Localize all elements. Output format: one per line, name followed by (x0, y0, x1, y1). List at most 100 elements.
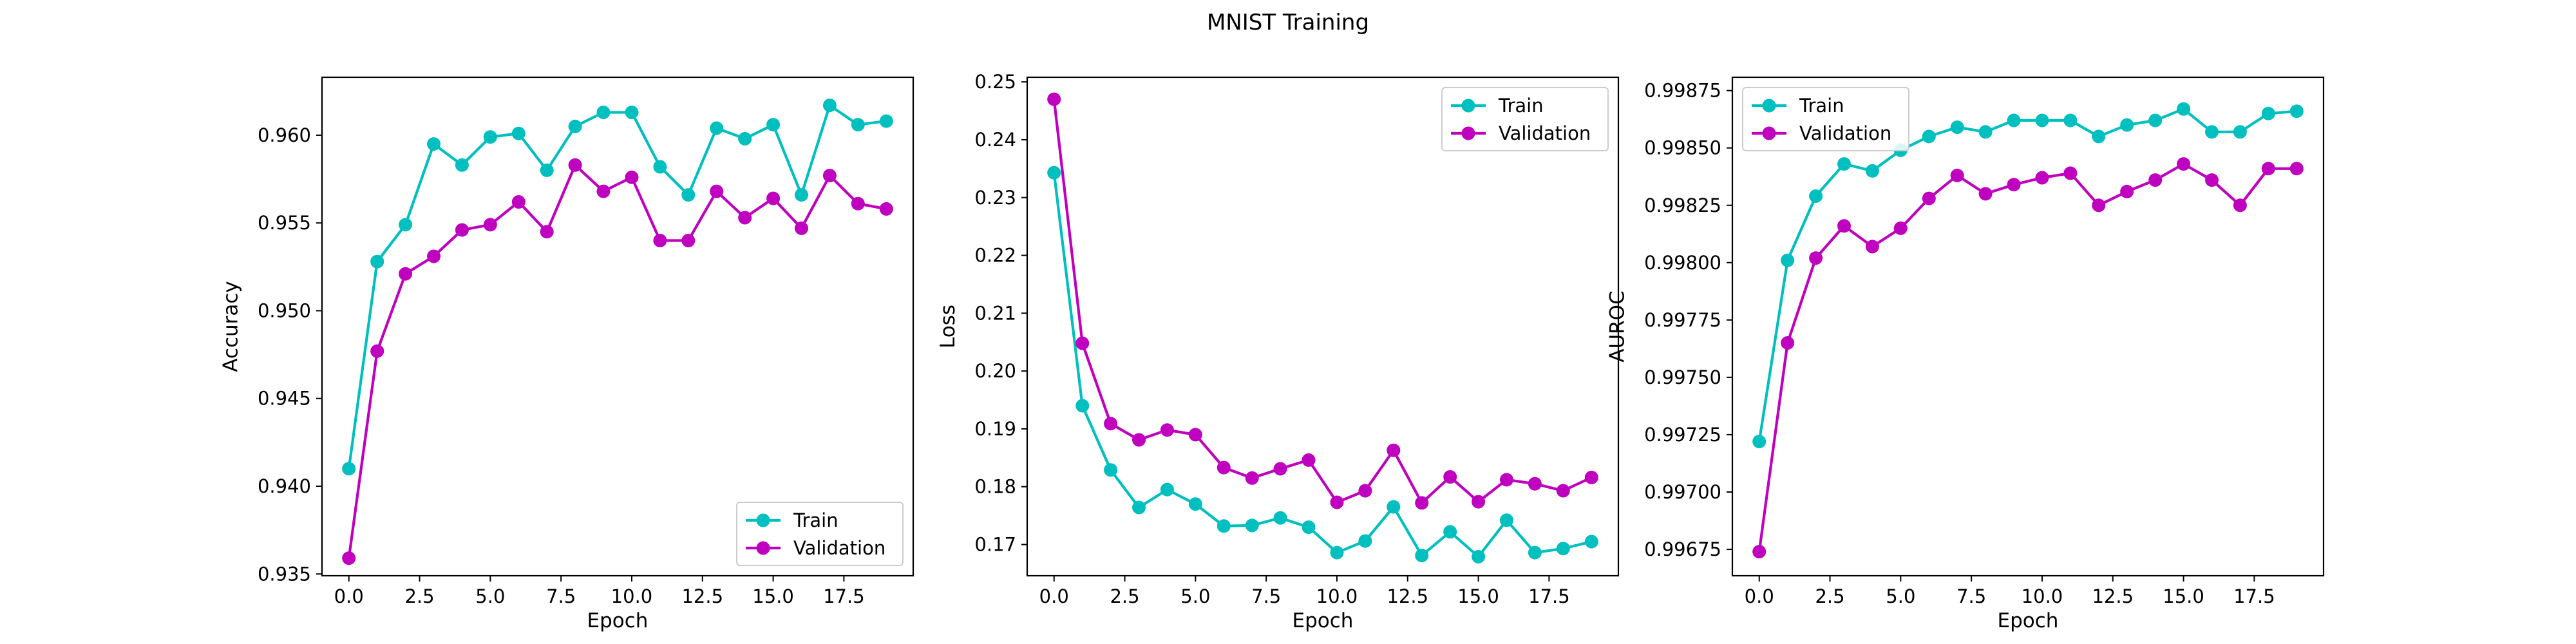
loss-panel-series-train-point (1330, 545, 1344, 560)
loss-panel-series-validation-point (1443, 470, 1457, 484)
accuracy-panel: 0.0 2.5 5.0 7.5 10.0 12.5 15.0 17.5 0.935 0.940 0.… (220, 76, 914, 632)
auroc-panel-series-train-point (2007, 113, 2021, 128)
auroc-panel-legend-item-train: Train (1752, 95, 1844, 117)
loss-panel-series-validation-point (1104, 417, 1118, 431)
loss-panel-series-train-point (1472, 549, 1486, 564)
accuracy-panel-x-axis-label: Epoch (587, 609, 649, 632)
loss-panel-series-validation-point (1273, 462, 1287, 476)
loss-panel-legend-label: Train (1498, 95, 1544, 117)
accuracy-panel-series-train-point (540, 163, 554, 177)
accuracy-panel-y-tick-label: 0.955 (258, 212, 311, 234)
accuracy-panel-series-validation-point (822, 169, 837, 183)
auroc-panel-y-tick-label: 0.99675 (1644, 538, 1721, 560)
auroc-panel-series-train-point (1978, 125, 1993, 139)
accuracy-panel-series-train-point (795, 188, 808, 202)
auroc-panel-y-tick-label: 0.99850 (1644, 137, 1721, 159)
accuracy-panel-series-validation-point (710, 184, 724, 198)
auroc-panel-legend-label: Validation (1799, 122, 1891, 144)
accuracy-panel-series-train-point (738, 131, 752, 146)
loss-panel-y-tick-label: 0.19 (974, 418, 1016, 440)
accuracy-panel-y-tick-label: 0.960 (258, 124, 311, 146)
auroc-panel-x-axis-label: Epoch (1998, 609, 2059, 632)
accuracy-panel-series-validation-point (851, 196, 865, 211)
auroc-panel-legend-swatch-marker (1762, 126, 1776, 140)
loss-panel-x-axis-label: Epoch (1293, 609, 1354, 632)
auroc-panel-series-validation-point (2289, 162, 2304, 176)
loss-panel-series-validation-point (1415, 496, 1429, 510)
accuracy-panel-x-tick-label: 10.0 (611, 585, 653, 607)
auroc-panel-series-validation (1752, 157, 2304, 559)
auroc-panel-series-train (1752, 102, 2304, 449)
auroc-panel-legend-label: Train (1799, 95, 1844, 117)
accuracy-panel-legend: Train Validation (736, 502, 904, 566)
loss-panel-x-tick-label: 5.0 (1180, 585, 1210, 607)
loss-panel-series-validation-point (1358, 484, 1372, 498)
auroc-panel-series-train-point (1865, 164, 1879, 178)
loss-panel-series-validation-point (1302, 453, 1316, 467)
accuracy-panel-x-tick-label: 0.0 (334, 585, 364, 607)
auroc-panel-series-validation-point (2035, 171, 2049, 185)
auroc-panel-series-validation-point (1837, 219, 1851, 233)
auroc-panel-x-tick-label: 12.5 (2092, 585, 2134, 607)
auroc-panel-y-tick-label: 0.99825 (1644, 194, 1721, 216)
loss-panel-x-tick-label: 17.5 (1528, 585, 1570, 607)
accuracy-panel-series-validation-point (399, 267, 413, 281)
auroc-panel-series-train-point (2205, 125, 2219, 139)
loss-panel-legend-box (1441, 87, 1609, 151)
loss-panel-legend-item-validation: Validation (1451, 122, 1591, 144)
accuracy-panel-series-train-point (568, 119, 582, 133)
accuracy-panel-series-validation-point (540, 225, 554, 239)
loss-panel-series-train-point (1302, 520, 1316, 535)
auroc-panel-series-validation-point (2063, 166, 2078, 180)
loss-panel-series-validation-point (1245, 471, 1259, 485)
accuracy-panel-legend-swatch-marker (756, 513, 770, 527)
auroc-panel-series-validation-point (2120, 184, 2134, 198)
accuracy-panel-series-train-point (681, 188, 696, 202)
auroc-panel-series-train-point (2177, 102, 2191, 116)
loss-panel-series-train-point (1104, 463, 1118, 477)
accuracy-panel-x-tick-label: 2.5 (404, 585, 434, 607)
loss-panel-series-validation-point (1584, 470, 1598, 484)
accuracy-panel-legend-box (736, 502, 904, 566)
accuracy-panel-series-validation-point (483, 218, 497, 232)
accuracy-panel-series-train-point (455, 158, 469, 172)
auroc-panel-series-validation-point (2261, 162, 2275, 176)
loss-panel-legend-item-train: Train (1451, 95, 1544, 117)
auroc-panel-series-train-point (1837, 157, 1851, 171)
loss-panel-x-tick-label: 10.0 (1316, 585, 1358, 607)
auroc-panel-axes-frame (1731, 76, 2325, 577)
auroc-panel-x-tick-label: 5.0 (1886, 585, 1915, 607)
accuracy-panel-series-train (342, 99, 893, 476)
accuracy-panel-legend-item-validation: Validation (746, 537, 886, 559)
loss-panel-x-tick-label: 15.0 (1457, 585, 1499, 607)
auroc-panel-series-train-point (1809, 189, 1823, 203)
auroc-panel: 0.0 2.5 5.0 7.5 10.0 12.5 15.0 17.5 0.99675 0.997… (1606, 76, 2325, 632)
loss-panel-y-tick-label: 0.22 (974, 245, 1016, 267)
loss-panel-series-validation-point (1075, 336, 1090, 350)
loss-panel-series-validation-point (1047, 92, 1061, 106)
accuracy-panel-legend-label: Train (793, 509, 838, 531)
loss-panel-series-train-point (1415, 549, 1429, 563)
auroc-panel-x-tick-label: 10.0 (2022, 585, 2063, 607)
loss-panel-series-train-line (1052, 172, 1592, 558)
accuracy-panel-x-tick-label: 17.5 (823, 585, 865, 607)
auroc-panel-series-validation-point (1809, 251, 1823, 265)
loss-panel-x-tick-label: 7.5 (1251, 585, 1281, 607)
auroc-panel-series-train-point (2261, 106, 2275, 120)
auroc-panel-legend-swatch-marker (1762, 99, 1776, 113)
auroc-panel-y-tick-label: 0.99725 (1644, 424, 1721, 446)
accuracy-panel-series-validation-point (427, 249, 440, 263)
accuracy-panel-series-train-point (625, 106, 639, 119)
loss-panel-x-tick-label: 12.5 (1387, 585, 1428, 607)
auroc-panel-series-train-point (1922, 129, 1936, 144)
accuracy-panel-legend-label: Validation (793, 537, 886, 559)
loss-panel-series-validation (1047, 92, 1598, 510)
auroc-panel-series-train-point (2120, 118, 2134, 132)
auroc-panel-series-validation-point (1950, 168, 1964, 182)
auroc-panel-series-validation-point (2007, 178, 2021, 192)
loss-panel-y-tick-label: 0.17 (974, 534, 1016, 556)
loss-panel-legend-swatch-marker (1461, 99, 1475, 113)
loss-panel-series-train-point (1443, 525, 1457, 539)
auroc-panel-series-validation-point (1922, 191, 1936, 205)
auroc-panel-y-tick-label: 0.99775 (1644, 309, 1721, 331)
